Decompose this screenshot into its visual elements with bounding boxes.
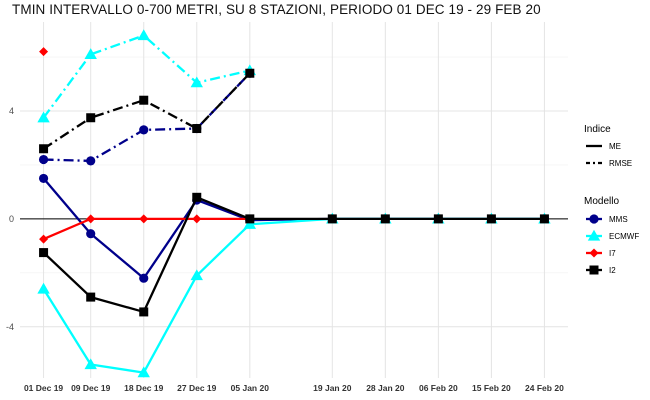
data-point-triangle xyxy=(190,269,203,281)
series-ecmwf-rmse xyxy=(37,29,257,123)
y-tick-label: -4 xyxy=(6,322,14,332)
data-point-square xyxy=(39,248,49,258)
data-point-circle xyxy=(139,273,149,283)
x-tick-label: 09 Dec 19 xyxy=(71,383,110,393)
data-point-square xyxy=(139,307,149,317)
data-point-triangle xyxy=(37,111,50,123)
data-point-triangle xyxy=(137,366,150,378)
data-point-square xyxy=(380,214,390,224)
x-tick-label: 05 Jan 20 xyxy=(231,383,270,393)
y-tick-label: 0 xyxy=(9,214,14,224)
legend-title-indice: Indice xyxy=(584,124,611,135)
plot-background xyxy=(20,22,568,378)
data-point-circle xyxy=(38,154,49,165)
legend-label-rmse: RMSE xyxy=(609,159,632,168)
data-point-square xyxy=(245,68,255,78)
series-i2-rmse xyxy=(39,68,255,154)
data-point-triangle xyxy=(84,48,97,59)
data-point-diamond xyxy=(589,248,599,258)
data-point-triangle xyxy=(587,229,601,241)
data-point-circle xyxy=(86,156,96,166)
x-tick-label: 27 Dec 19 xyxy=(177,383,216,393)
legend-label-i7: I7 xyxy=(609,249,616,258)
x-tick-label: 06 Feb 20 xyxy=(419,383,458,393)
data-point-square xyxy=(327,214,337,224)
data-point-diamond xyxy=(192,214,202,224)
data-point-square xyxy=(139,95,149,105)
data-point-triangle xyxy=(84,358,97,370)
data-point-square xyxy=(192,124,202,134)
series-i2-me xyxy=(39,192,549,317)
series-group xyxy=(37,29,551,378)
data-point-square xyxy=(39,144,49,154)
data-point-diamond xyxy=(86,214,96,224)
data-point-diamond xyxy=(139,214,149,224)
data-point-square xyxy=(589,265,599,275)
x-tick-label: 19 Jan 20 xyxy=(313,383,352,393)
x-tick-label: 01 Dec 19 xyxy=(24,383,63,393)
data-point-circle xyxy=(86,229,96,239)
x-tick-label: 18 Dec 19 xyxy=(124,383,163,393)
y-axis-labels: -4 0 4 xyxy=(6,106,14,332)
legend-label-ecmwf: ECMWF xyxy=(609,232,639,241)
data-point-triangle xyxy=(137,29,150,41)
series-line xyxy=(42,196,545,314)
data-point-diamond xyxy=(39,234,49,244)
x-tick-label: 28 Jan 20 xyxy=(366,383,405,393)
y-tick-label: 4 xyxy=(9,106,14,116)
data-point-diamond xyxy=(39,47,49,57)
legend-label-mms: MMS xyxy=(609,215,628,224)
x-tick-label: 24 Feb 20 xyxy=(525,383,564,393)
data-point-circle xyxy=(38,173,49,184)
data-point-triangle xyxy=(190,76,203,88)
data-point-circle xyxy=(139,125,149,135)
series-i7-rmse xyxy=(39,47,49,57)
data-point-square xyxy=(433,214,443,224)
data-point-square xyxy=(245,214,255,224)
data-point-square xyxy=(486,214,496,224)
legend-label-me: ME xyxy=(609,142,621,151)
legend-label-i2: I2 xyxy=(609,266,616,275)
data-point-square xyxy=(86,292,96,302)
chart-title: TMIN INTERVALLO 0-700 METRI, SU 8 STAZIO… xyxy=(12,2,541,17)
data-point-triangle xyxy=(243,218,257,229)
x-tick-label: 15 Feb 20 xyxy=(472,383,511,393)
legend: Indice ME RMSE Modello MMS ECMWF I7 I2 xyxy=(584,124,639,275)
data-point-square xyxy=(86,113,96,123)
x-axis-labels: 01 Dec 19 09 Dec 19 18 Dec 19 27 Dec 19 05 J… xyxy=(24,383,564,393)
legend-title-modello: Modello xyxy=(584,196,619,207)
data-point-circle xyxy=(589,214,599,224)
data-point-triangle xyxy=(37,282,50,294)
data-point-square xyxy=(539,214,549,224)
data-point-square xyxy=(192,192,202,202)
